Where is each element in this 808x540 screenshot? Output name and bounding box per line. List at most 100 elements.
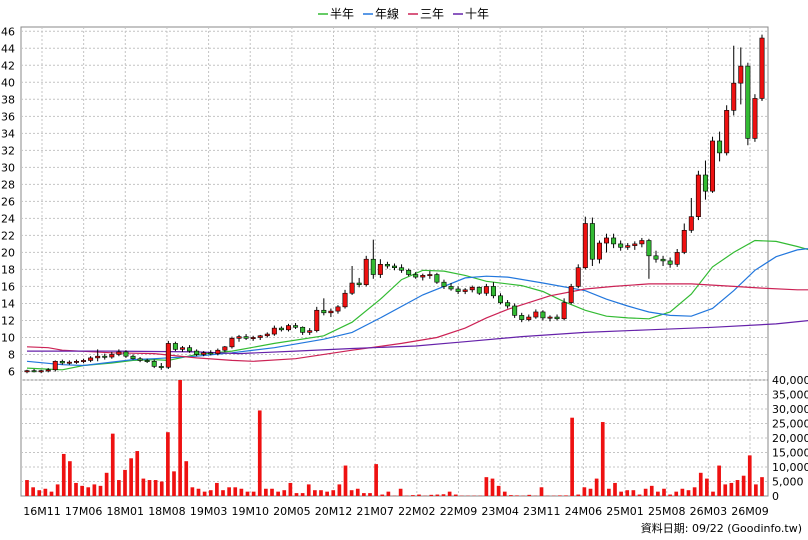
candle-body xyxy=(208,352,214,355)
volume-bar xyxy=(123,469,127,496)
volume-bar xyxy=(80,485,84,496)
candle-body xyxy=(540,311,546,319)
volume-bar xyxy=(447,491,452,496)
volume-bar xyxy=(368,493,372,496)
volume-bar xyxy=(270,488,274,496)
date-tick-label: 22M09 xyxy=(440,505,478,518)
price-tick-label: 10 xyxy=(1,331,15,344)
candle-body xyxy=(596,242,602,260)
date-tick-label: 23M11 xyxy=(523,505,561,518)
date-tick-label: 26M09 xyxy=(731,505,769,518)
chart-gridlines xyxy=(21,27,768,496)
candle-body xyxy=(59,360,65,364)
price-tick-label: 40 xyxy=(1,76,15,89)
volume-bar xyxy=(159,481,164,496)
price-tick-label: 8 xyxy=(8,348,15,361)
volume-bar xyxy=(141,478,146,496)
volume-bar xyxy=(282,490,287,496)
moving-average-lines xyxy=(26,239,808,371)
volume-bar xyxy=(723,484,728,496)
volume-bar xyxy=(306,484,311,496)
volume-bar xyxy=(411,495,415,496)
candle-body xyxy=(392,265,397,269)
candle-body xyxy=(646,240,652,257)
volume-bar xyxy=(588,488,593,496)
data-source-label: 資料日期: 09/22 (Goodinfo.tw) xyxy=(641,521,802,535)
volume-bar xyxy=(117,480,121,496)
candle-body xyxy=(109,354,115,358)
legend-label: 十年 xyxy=(465,7,489,21)
volume-bar xyxy=(741,475,746,496)
price-tick-label: 6 xyxy=(8,365,15,378)
volume-bar xyxy=(355,488,360,496)
candle-body xyxy=(498,295,504,303)
date-tick-label: 24M06 xyxy=(565,505,603,518)
candle-body xyxy=(215,349,221,354)
volume-tick-label: 30,000 xyxy=(772,403,808,416)
price-y-axis: 6 8 10 12 14 16 18 20 22 24 26 28 30 32 34 36 38 40 42 44 46 xyxy=(1,25,15,378)
volume-tick-label: 15,000 xyxy=(772,447,808,460)
volume-bar xyxy=(435,494,440,496)
candle-body xyxy=(448,286,454,290)
candle-body xyxy=(519,315,525,320)
date-tick-label: 16M11 xyxy=(23,505,61,518)
candle-body xyxy=(194,350,200,355)
volume-bar xyxy=(172,471,176,496)
volume-bar xyxy=(539,487,544,496)
volume-bar xyxy=(55,484,60,496)
candle-body xyxy=(483,286,489,294)
date-tick-label: 25M08 xyxy=(648,505,686,518)
candle-body xyxy=(165,343,171,368)
volume-bar xyxy=(362,493,366,496)
volume-bar xyxy=(153,480,158,496)
candle-body xyxy=(285,325,291,331)
volume-tick-label: 5,000 xyxy=(772,476,804,489)
candle-body xyxy=(717,140,723,154)
candle-body xyxy=(342,292,348,308)
volume-bar xyxy=(698,472,703,496)
volume-bar xyxy=(386,491,391,496)
volume-bar xyxy=(374,464,378,496)
candle-body xyxy=(300,326,306,333)
volume-bar xyxy=(37,490,42,496)
candle-body xyxy=(434,274,440,283)
date-tick-label: 23M04 xyxy=(481,505,519,518)
candle-body xyxy=(611,237,617,245)
candle-body xyxy=(688,216,694,231)
candle-body xyxy=(547,316,553,319)
candle-body xyxy=(102,355,108,358)
volume-bar xyxy=(239,488,244,496)
price-tick-label: 42 xyxy=(1,59,15,72)
date-tick-label: 26M03 xyxy=(690,505,728,518)
volume-bar xyxy=(509,495,513,496)
candle-body xyxy=(335,306,341,312)
date-tick-label: 21M07 xyxy=(356,505,394,518)
volume-tick-label: 0 xyxy=(772,490,779,503)
volume-bar xyxy=(215,482,219,496)
volume-bar xyxy=(711,491,715,496)
volume-bar xyxy=(680,488,685,496)
date-tick-label: 20M05 xyxy=(273,505,311,518)
price-tick-label: 28 xyxy=(1,178,15,191)
candle-body xyxy=(123,351,129,357)
volume-bar xyxy=(754,484,758,496)
candle-body xyxy=(151,360,157,367)
candle-body xyxy=(24,370,30,373)
volume-bar xyxy=(631,490,636,496)
candle-body xyxy=(469,286,475,291)
volume-bar xyxy=(570,417,574,496)
volume-tick-label: 25,000 xyxy=(772,418,808,431)
price-tick-label: 30 xyxy=(1,161,15,174)
candle-body xyxy=(158,366,164,368)
volume-bars xyxy=(25,380,764,496)
candle-body xyxy=(236,336,242,339)
candle-body xyxy=(625,245,631,248)
candle-body xyxy=(618,243,624,248)
ma-line xyxy=(26,283,808,362)
price-tick-label: 34 xyxy=(1,127,15,140)
volume-bar xyxy=(92,484,97,496)
volume-bar xyxy=(607,488,611,496)
candle-body xyxy=(116,351,122,355)
candle-body xyxy=(710,140,716,192)
